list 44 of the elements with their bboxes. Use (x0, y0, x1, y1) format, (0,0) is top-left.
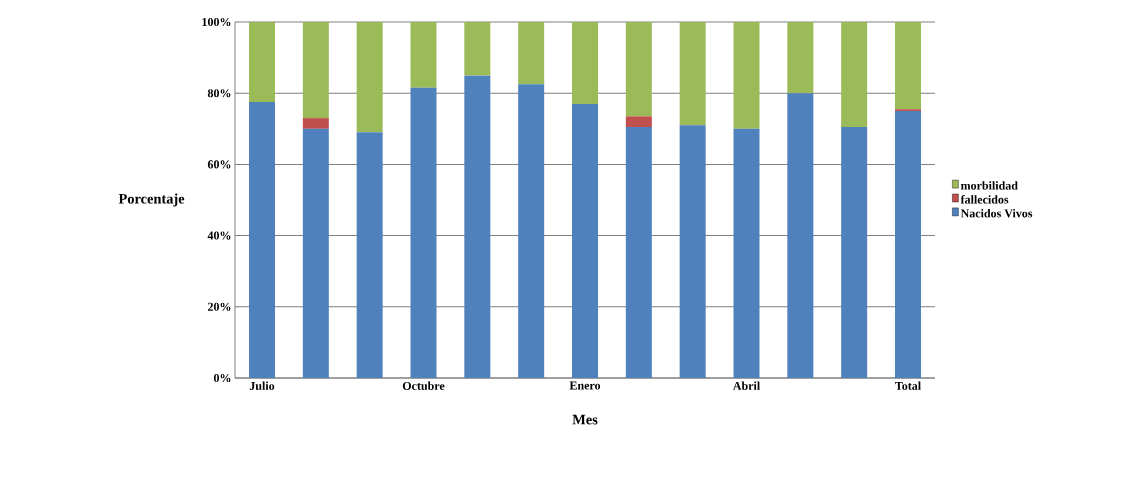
y-tick-label: 40% (207, 231, 231, 240)
x-tick-label: Total (895, 381, 921, 390)
bar (733, 22, 760, 129)
y-tick-label: 20% (207, 302, 231, 311)
y-tick-label: 80% (207, 89, 231, 98)
bar (356, 132, 383, 378)
bar (518, 22, 545, 85)
x-tick-label: Julio (249, 381, 275, 390)
bar (249, 102, 275, 378)
x-tick-label: Abril (732, 381, 760, 390)
bar (302, 22, 329, 119)
bar (302, 118, 329, 129)
bar (410, 22, 437, 88)
bar (410, 87, 437, 378)
bar (895, 22, 922, 110)
bar (464, 22, 491, 76)
legend-label: fallecidos (960, 195, 1009, 204)
y-tick-label: 60% (207, 160, 231, 169)
y-tick-label: 100% (202, 17, 231, 27)
bar (625, 22, 652, 117)
y-axis-title: Porcentaje (118, 193, 185, 207)
bar (895, 111, 922, 378)
legend-label: morbilidad (960, 181, 1018, 190)
bar (733, 128, 760, 378)
legend-label: Nacidos Vivos (960, 208, 1033, 218)
bar (787, 93, 814, 378)
bar (841, 22, 868, 128)
bar (572, 22, 599, 104)
bar (679, 125, 706, 378)
bar (464, 75, 491, 378)
bar (249, 22, 275, 103)
bar (679, 22, 706, 126)
y-tick-label: 0% (213, 373, 231, 383)
x-tick-label: Enero (569, 381, 601, 390)
bar (625, 116, 652, 128)
x-tick-label: Octubre (402, 381, 445, 390)
bar (572, 103, 599, 378)
bar (787, 22, 814, 94)
bar (302, 128, 329, 378)
bar (518, 84, 545, 378)
x-axis-title: Mes (572, 414, 598, 425)
bar (356, 22, 383, 133)
bar (841, 127, 868, 378)
bar (625, 127, 652, 378)
